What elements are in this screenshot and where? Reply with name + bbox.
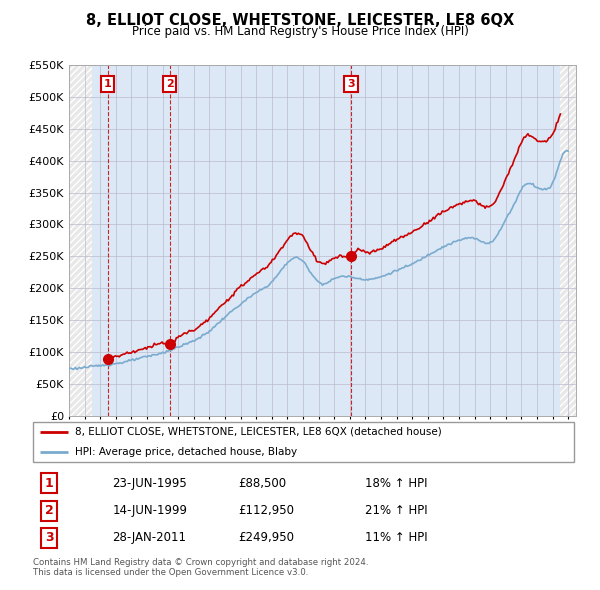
- Text: 2: 2: [166, 79, 173, 89]
- Bar: [69, 65, 92, 416]
- Text: £249,950: £249,950: [239, 532, 295, 545]
- Text: 28-JAN-2011: 28-JAN-2011: [112, 532, 187, 545]
- Text: Contains HM Land Registry data © Crown copyright and database right 2024.
This d: Contains HM Land Registry data © Crown c…: [33, 558, 368, 577]
- Text: 23-JUN-1995: 23-JUN-1995: [112, 477, 187, 490]
- Text: 1: 1: [104, 79, 112, 89]
- Text: 14-JUN-1999: 14-JUN-1999: [112, 504, 187, 517]
- Text: £88,500: £88,500: [239, 477, 287, 490]
- Text: 3: 3: [347, 79, 355, 89]
- Text: 18% ↑ HPI: 18% ↑ HPI: [365, 477, 427, 490]
- Text: 1: 1: [45, 477, 53, 490]
- Text: £112,950: £112,950: [239, 504, 295, 517]
- Text: 21% ↑ HPI: 21% ↑ HPI: [365, 504, 428, 517]
- Text: 3: 3: [45, 532, 53, 545]
- Text: 8, ELLIOT CLOSE, WHETSTONE, LEICESTER, LE8 6QX (detached house): 8, ELLIOT CLOSE, WHETSTONE, LEICESTER, L…: [75, 427, 442, 437]
- Text: 11% ↑ HPI: 11% ↑ HPI: [365, 532, 428, 545]
- FancyBboxPatch shape: [33, 422, 574, 462]
- Text: 2: 2: [45, 504, 53, 517]
- Text: HPI: Average price, detached house, Blaby: HPI: Average price, detached house, Blab…: [75, 447, 297, 457]
- Bar: [560, 65, 576, 416]
- Text: Price paid vs. HM Land Registry's House Price Index (HPI): Price paid vs. HM Land Registry's House …: [131, 25, 469, 38]
- Text: 8, ELLIOT CLOSE, WHETSTONE, LEICESTER, LE8 6QX: 8, ELLIOT CLOSE, WHETSTONE, LEICESTER, L…: [86, 13, 514, 28]
